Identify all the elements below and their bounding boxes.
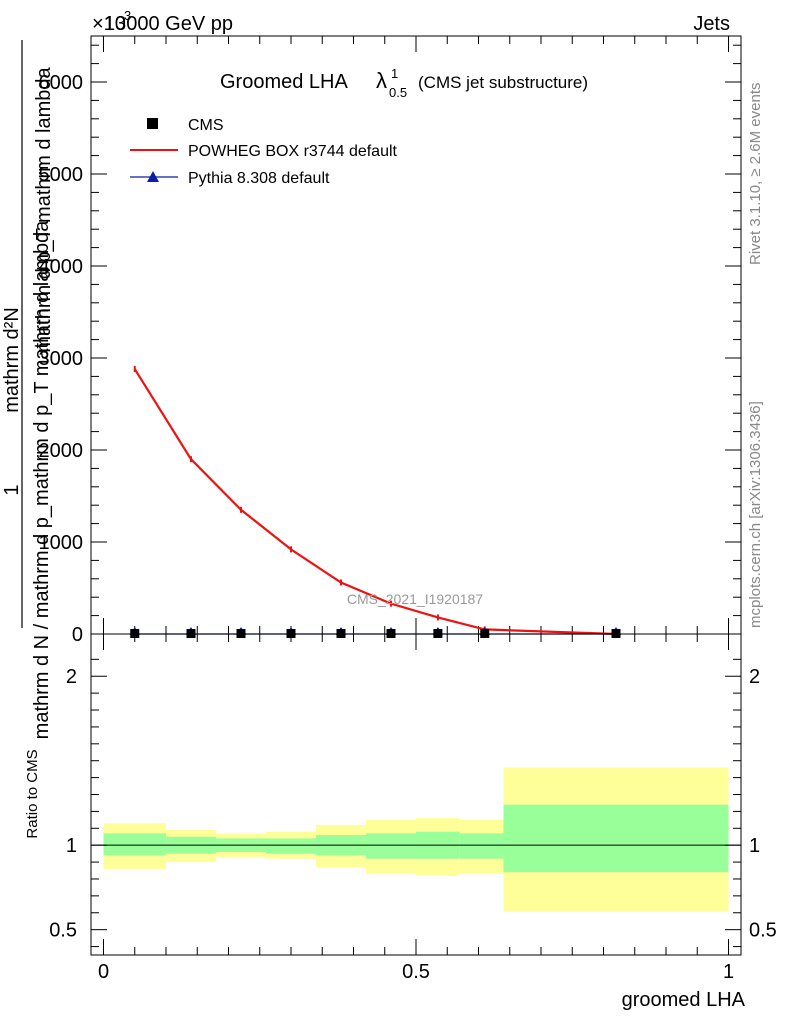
main-y-tick-label: 3000 [39, 348, 84, 370]
legend-pythia-marker [147, 171, 159, 182]
ratio-green-band [503, 804, 729, 873]
ratio-y-ticks: 0.5 0.5 1 1 2 2 [49, 658, 777, 948]
ratio-y-tick-label-right: 0.5 [749, 920, 777, 942]
title-sub: 0.5 [389, 85, 407, 100]
exponent-power: 3 [124, 8, 131, 23]
legend-cms-label: CMS [188, 117, 224, 134]
x-axis-label: groomed LHA [622, 989, 746, 1011]
ratio-y-tick-label: 0.5 [49, 920, 77, 942]
y-axis-label: mathrm d²N mathrm d p_T mathrm d lambda … [1, 40, 55, 739]
main-y-tick-label: 5000 [39, 164, 84, 186]
ratio-y-tick-label: 2 [66, 666, 77, 688]
ratio-y-tick-label-right: 1 [749, 835, 760, 857]
ratio-green-band [459, 833, 504, 859]
exponent-label: ×10 [92, 13, 126, 35]
x-tick-label: 0.5 [402, 961, 430, 983]
main-y-tick-label: 4000 [39, 256, 84, 278]
x-tick-label: 1 [723, 961, 734, 983]
ratio-green-band [366, 833, 416, 859]
ratio-bands [103, 767, 729, 912]
analysis-watermark: CMS_2021_I1920187 [347, 591, 483, 607]
y-label-numerator-sub: mathrm d p_T mathrm d lambda [33, 66, 55, 352]
main-y-tick-label: 0 [72, 624, 83, 646]
y-label-denominator: mathrm d N / mathrm d p_mathrm d p_T mat… [31, 220, 53, 740]
x-tick-label: 0 [98, 961, 109, 983]
legend-pythia-label: Pythia 8.308 default [188, 170, 330, 187]
legend: CMS POWHEG BOX r3744 default Pythia 8.30… [130, 117, 398, 187]
title-note: (CMS jet substructure) [418, 73, 588, 92]
title-sup: 1 [391, 66, 398, 81]
main-y-tick-label: 2000 [39, 440, 84, 462]
main-y-tick-label: 1000 [39, 532, 84, 554]
y-label-numerator: mathrm d²N [1, 307, 23, 413]
process-label: Jets [693, 13, 730, 35]
legend-cms-marker [147, 118, 158, 129]
ratio-y-tick-label: 1 [66, 835, 77, 857]
y-label-one: 1 [1, 484, 23, 495]
title-lambda: λ [376, 68, 387, 93]
legend-powheg-label: POWHEG BOX r3744 default [188, 143, 398, 160]
ratio-panel: 0.5 0.51 12 2 0 0.5 1 [49, 633, 777, 983]
ratio-y-label: Ratio to CMS [24, 749, 41, 838]
ratio-x-ticks: 0 0.5 1 [98, 634, 734, 983]
rivet-label: Rivet 3.1.10, ≥ 2.6M events [747, 83, 764, 266]
main-panel: 0 1000 2000 3000 4000 5000 6000 [39, 35, 742, 646]
plot-title: Groomed LHA λ 1 0.5 (CMS jet substructur… [220, 66, 588, 100]
main-y-ticks: 0 1000 2000 3000 4000 5000 6000 [39, 44, 741, 646]
ratio-green-band [266, 838, 316, 854]
ratio-y-tick-label-right: 2 [749, 666, 760, 688]
site-label: mcplots.cern.ch [arXiv:1306.3436] [747, 401, 764, 628]
title-main: Groomed LHA [220, 71, 348, 93]
energy-label: 13000 GeV pp [104, 13, 233, 35]
ratio-green-band [103, 833, 166, 856]
main-y-tick-label: 6000 [39, 72, 84, 94]
